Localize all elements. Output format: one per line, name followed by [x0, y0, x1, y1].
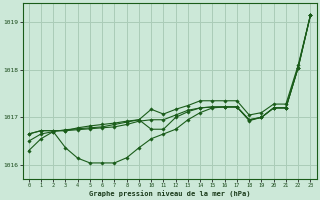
X-axis label: Graphe pression niveau de la mer (hPa): Graphe pression niveau de la mer (hPa): [89, 190, 250, 197]
